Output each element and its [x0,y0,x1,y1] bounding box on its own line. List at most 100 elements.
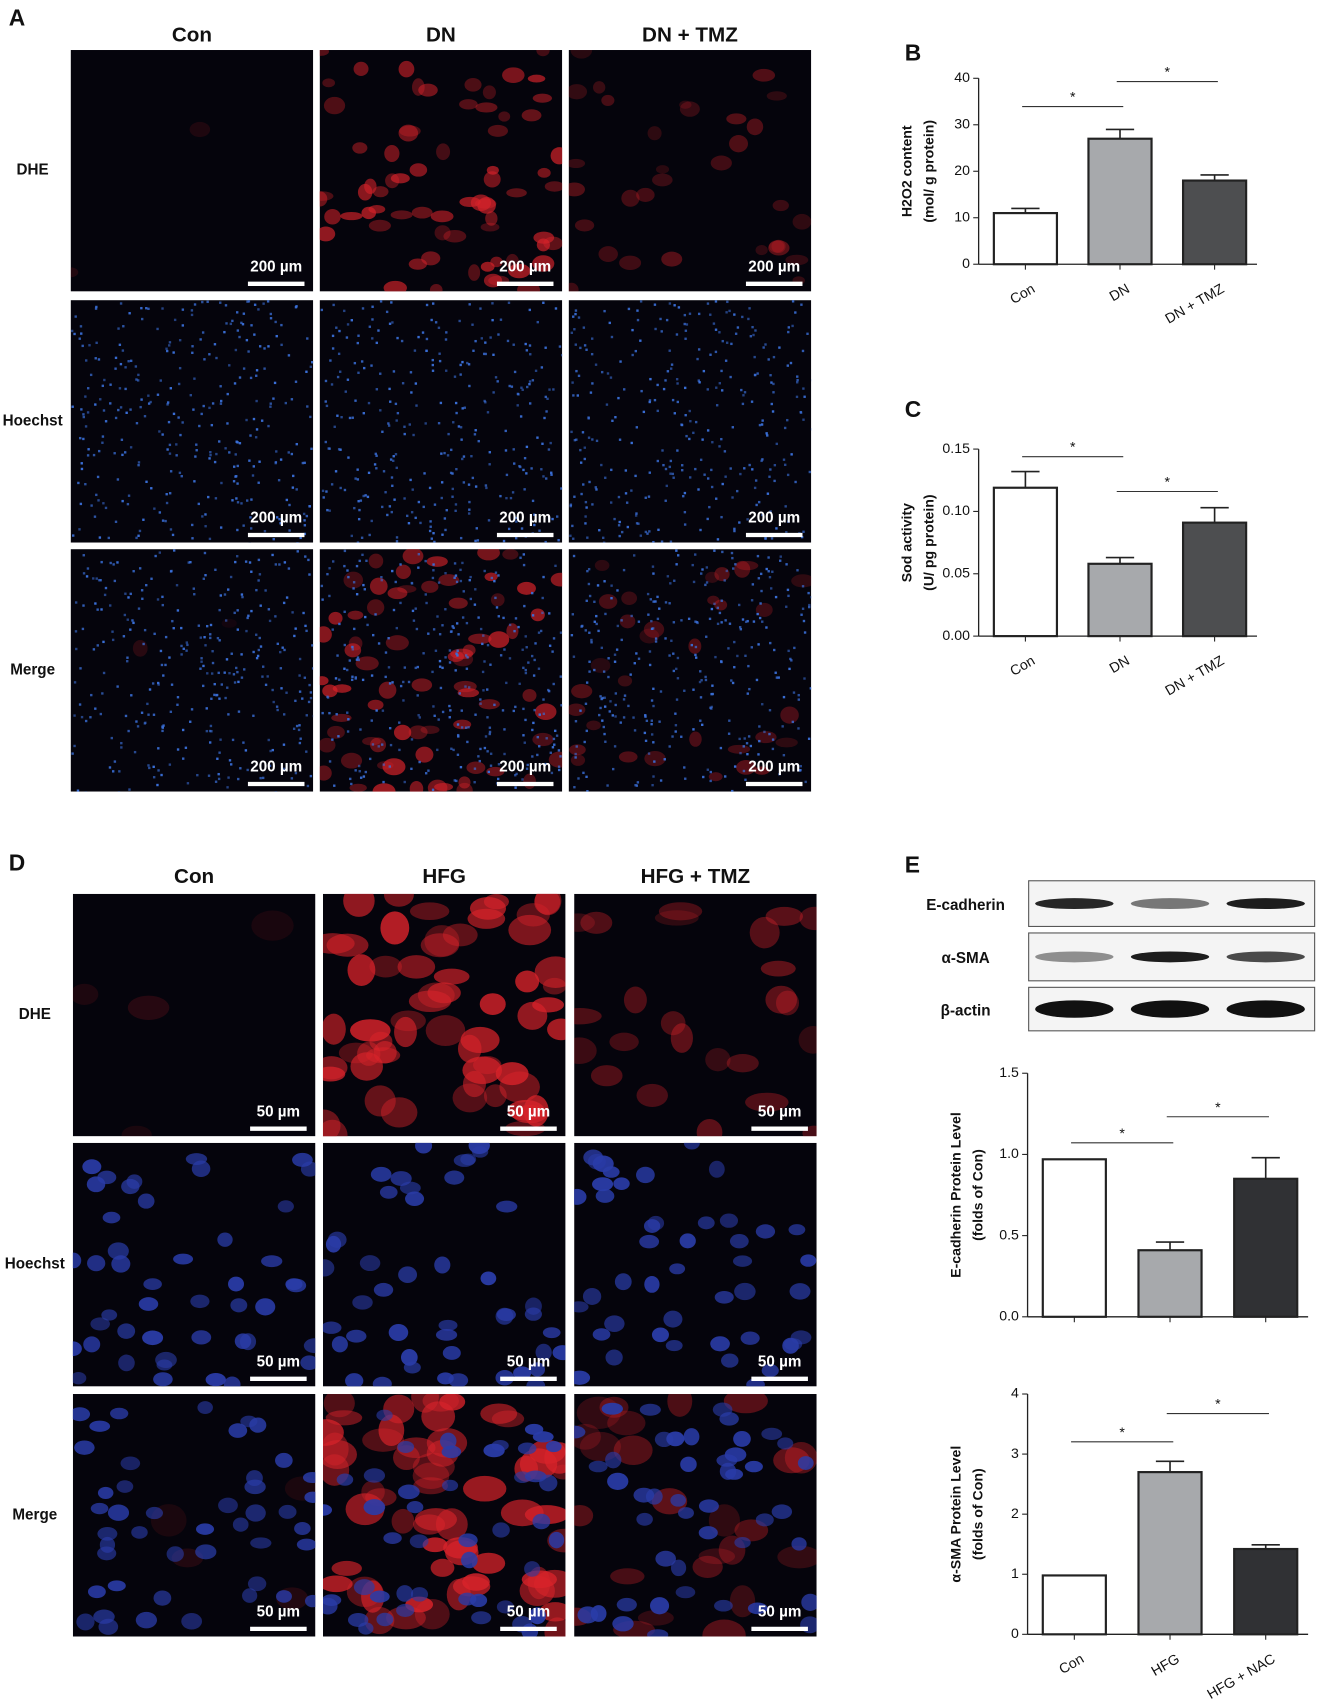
nucleus [523,456,527,460]
nucleus [588,670,591,673]
nucleus [274,563,278,566]
nucleus [180,653,183,656]
nucleus [571,613,575,616]
nucleus [263,529,267,533]
stain [696,1118,723,1137]
nucleus [456,654,459,657]
nucleus [207,495,210,499]
nucleus [355,564,359,568]
nucleus [724,359,728,362]
nucleus [336,654,339,657]
nucleus [88,344,91,347]
bar [1137,1249,1203,1318]
nucleus [479,627,483,631]
stain [373,1040,397,1064]
nucleus [797,698,800,701]
nucleus [540,468,543,471]
nucleus [363,1468,386,1483]
nucleus [355,658,359,661]
nucleus [584,702,588,705]
stain [507,1099,545,1121]
stain [679,100,692,109]
nucleus [636,318,640,322]
nucleus [716,1454,738,1467]
nucleus [755,678,759,682]
nucleus [201,515,204,518]
nucleus [582,326,586,329]
nucleus [684,413,687,417]
nucleus [544,762,547,766]
nucleus [727,732,731,735]
stain [533,1569,566,1598]
nucleus [472,349,475,352]
nucleus [370,519,373,523]
nucleus [523,741,526,744]
stain [517,581,536,595]
nucleus [213,693,216,697]
nucleus [574,1188,587,1205]
nucleus [364,615,367,619]
nucleus [468,578,471,582]
stain [590,1065,623,1087]
nucleus [234,348,238,352]
nucleus [524,671,528,675]
nucleus [166,403,169,406]
nucleus [468,303,471,306]
nucleus [118,343,122,347]
stain [322,1013,346,1045]
nucleus [351,675,354,678]
nucleus [584,500,588,504]
nucleus [761,1364,779,1378]
nucleus [379,300,383,303]
nucleus [585,775,588,779]
nucleus [675,333,679,336]
nucleus [227,713,230,716]
nucleus [491,318,494,322]
nucleus [246,768,249,772]
nucleus [165,347,168,350]
nucleus [417,552,421,556]
nucleus [525,472,528,475]
nucleus [97,579,101,582]
nucleus [711,684,714,687]
stain [506,188,527,198]
nucleus [633,662,636,665]
nucleus [145,306,148,310]
nucleus [249,527,253,530]
nucleus [311,667,314,670]
nucleus [220,683,224,686]
nucleus [263,347,266,350]
nucleus [201,300,204,304]
nucleus [725,311,728,314]
nucleus [456,723,460,726]
nucleus [573,786,576,789]
nucleus [701,438,704,441]
stain [284,1476,316,1501]
nucleus [598,529,601,532]
nucleus [387,666,391,669]
nucleus [731,496,734,499]
nucleus [673,412,677,415]
nucleus [390,1171,412,1186]
nucleus [652,687,655,691]
row-label: DHE [17,162,49,179]
panel-label: E [905,852,920,878]
nucleus [244,560,248,563]
nucleus [172,351,175,354]
nucleus [306,337,309,340]
nucleus [588,631,591,634]
nucleus [396,336,399,340]
nucleus [208,741,212,744]
nucleus [414,666,417,670]
nucleus [613,1177,630,1190]
nucleus [253,303,257,306]
x-tick-label: DN + TMZ [1162,652,1227,699]
nucleus [431,302,435,305]
nucleus [161,519,165,522]
nucleus [246,499,249,502]
nucleus [185,649,188,652]
nucleus [538,529,541,532]
nucleus [452,748,455,752]
nucleus [755,503,758,507]
nucleus [416,694,419,697]
